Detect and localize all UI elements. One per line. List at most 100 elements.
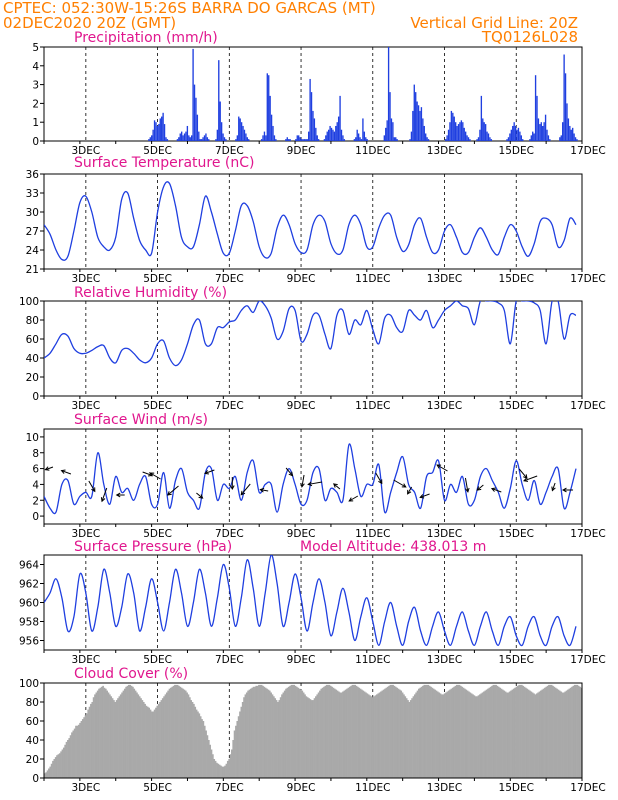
precip-bar bbox=[533, 133, 535, 141]
cloud-cover-column bbox=[205, 730, 207, 778]
precip-bar bbox=[417, 105, 420, 141]
wind-arrow-head bbox=[490, 487, 496, 492]
cloud-cover-column bbox=[83, 717, 85, 778]
cloud-cover-column bbox=[374, 695, 377, 778]
precip-bar bbox=[462, 122, 464, 141]
cloud-cover-column bbox=[207, 740, 210, 778]
precip-bar bbox=[469, 139, 471, 141]
precip-bar bbox=[355, 137, 357, 141]
precip-bar bbox=[353, 139, 356, 141]
x-tick-label: 11DEC bbox=[355, 273, 390, 285]
precip-bar bbox=[482, 118, 484, 141]
precip-bar bbox=[240, 122, 243, 141]
header: CPTEC: 052:30W-15:26S BARRA DO GARCAS (M… bbox=[3, 0, 578, 46]
cloud-cover-column bbox=[531, 692, 534, 778]
cloud-cover-column bbox=[549, 684, 552, 778]
cloud-cover-column bbox=[381, 690, 384, 778]
cloud-cover-column bbox=[198, 713, 201, 778]
precip-bar bbox=[275, 139, 277, 141]
cloud-cover-column bbox=[232, 740, 235, 778]
cloud-cover-column bbox=[359, 688, 362, 778]
cloud-cover-column bbox=[332, 687, 335, 778]
cloud-cover-column bbox=[186, 692, 188, 778]
cloud-cover-column bbox=[329, 685, 332, 778]
y-tick-label: 60 bbox=[26, 716, 39, 728]
cloud-cover-column bbox=[376, 694, 378, 778]
wind-arrow-head bbox=[561, 487, 567, 493]
cloud-cover-column bbox=[100, 686, 103, 778]
y-tick-label: 4 bbox=[32, 61, 39, 73]
cloud-cover-column bbox=[99, 687, 102, 778]
cloud-cover-column bbox=[479, 694, 481, 778]
cloud-cover-column bbox=[152, 711, 155, 778]
precip-bar bbox=[446, 135, 448, 141]
cloud-cover-column bbox=[148, 707, 151, 778]
cloud-cover-column bbox=[561, 692, 564, 778]
header-date: 02DEC2020 20Z (GMT) bbox=[3, 14, 176, 32]
wind-arrow-head bbox=[407, 489, 412, 495]
cloud-cover-column bbox=[183, 689, 186, 778]
precip-bar bbox=[265, 135, 267, 141]
cloud-cover-column bbox=[140, 698, 142, 778]
precip-bar bbox=[385, 127, 387, 141]
precip-bar bbox=[392, 122, 394, 141]
cloud-cover-column bbox=[327, 684, 329, 778]
cloud-cover-column bbox=[476, 696, 478, 778]
cloud-cover-column bbox=[114, 702, 117, 778]
cloud-cover-column bbox=[187, 694, 190, 778]
wind-arrow-head bbox=[204, 470, 209, 475]
cloud-cover-column bbox=[69, 735, 72, 778]
cloud-cover-column bbox=[61, 749, 64, 778]
cloud-cover-column bbox=[73, 728, 76, 778]
cloud-cover-column bbox=[309, 699, 312, 778]
cloud-cover-column bbox=[434, 689, 436, 778]
cloud-cover-column bbox=[461, 686, 464, 778]
cloud-cover-column bbox=[245, 692, 248, 778]
cloud-cover-column bbox=[306, 697, 309, 778]
precip-bar bbox=[180, 131, 183, 141]
cloud-cover-column bbox=[75, 725, 77, 778]
cloud-cover-column bbox=[344, 689, 347, 778]
wind-arrow-head bbox=[333, 483, 338, 488]
cloud-cover-column bbox=[153, 709, 156, 778]
x-tick-label: 9DEC bbox=[287, 400, 316, 412]
cloud-cover-column bbox=[277, 702, 279, 778]
cloud-cover-column bbox=[243, 697, 245, 778]
precip-bar bbox=[236, 135, 239, 141]
cloud-cover-column bbox=[119, 694, 122, 778]
cloud-cover-column bbox=[174, 684, 176, 778]
wind-arrow bbox=[491, 488, 502, 493]
precip-bar bbox=[333, 131, 336, 141]
cloud-cover-column bbox=[358, 687, 361, 778]
precip-bar bbox=[506, 139, 508, 141]
wind-arrow-head bbox=[229, 485, 235, 491]
precip-bar bbox=[514, 125, 517, 141]
precip-bar bbox=[235, 139, 237, 141]
cloud-cover-column bbox=[178, 685, 180, 778]
cloud-cover-column bbox=[544, 687, 546, 778]
cloud-cover-column bbox=[239, 711, 241, 778]
cloud-cover-column bbox=[126, 685, 129, 778]
cloud-cover-column bbox=[388, 685, 390, 778]
wind-arrow-head bbox=[436, 464, 442, 469]
cloud-cover-column bbox=[573, 684, 576, 778]
precip-bar bbox=[178, 137, 180, 141]
precip-bar bbox=[289, 139, 291, 141]
cloud-cover-column bbox=[262, 685, 264, 778]
cloud-cover-column bbox=[405, 698, 408, 778]
precip-bar bbox=[520, 135, 522, 141]
y-tick-label: 2 bbox=[32, 495, 39, 507]
cloud-cover-column bbox=[466, 690, 469, 778]
x-tick-label: 7DEC bbox=[215, 145, 244, 157]
precip-bar bbox=[459, 122, 461, 141]
x-tick-label: 11DEC bbox=[355, 400, 390, 412]
precip-bar bbox=[222, 133, 224, 141]
cloud-cover-column bbox=[310, 700, 313, 778]
precip-bar bbox=[427, 139, 430, 141]
precip-bar bbox=[336, 122, 338, 141]
precip-bar bbox=[220, 122, 223, 141]
x-tick-label: 15DEC bbox=[499, 400, 534, 412]
precip-bar bbox=[192, 48, 194, 141]
cloud-cover-column bbox=[370, 696, 373, 778]
precip-bar bbox=[363, 131, 366, 141]
